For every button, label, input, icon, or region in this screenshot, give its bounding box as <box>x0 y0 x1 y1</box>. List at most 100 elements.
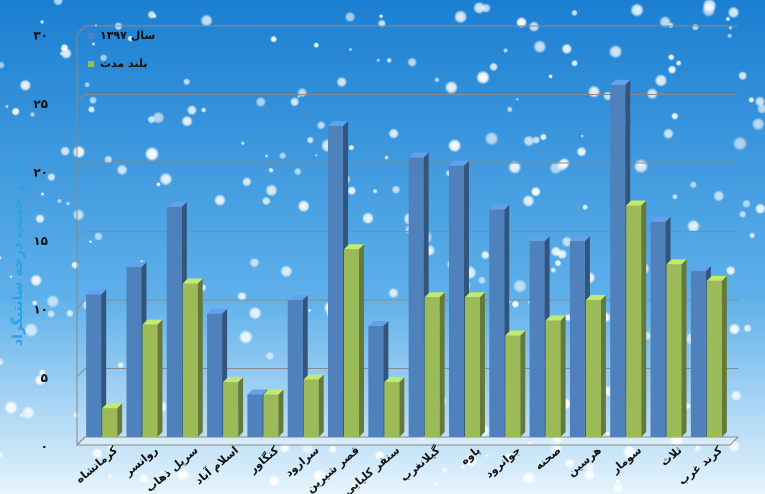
bar <box>569 241 585 437</box>
snowflake <box>477 276 487 285</box>
y-tick-label: ۱۵ <box>33 234 48 248</box>
bar-top <box>263 389 284 395</box>
bar <box>223 382 239 437</box>
snowflake <box>713 190 725 202</box>
grid-line-diag <box>76 231 86 240</box>
bar-top <box>529 236 550 242</box>
bar <box>344 249 360 437</box>
bar <box>263 394 279 437</box>
snowflake <box>434 77 440 83</box>
snowflake <box>186 104 198 116</box>
snowflake <box>561 236 573 248</box>
bar-top <box>182 278 203 284</box>
snowflake <box>5 104 9 109</box>
snowflake <box>200 107 207 113</box>
bar-top <box>610 79 631 85</box>
snowflake <box>249 257 260 268</box>
y-tick-label: ۰ <box>41 440 48 454</box>
snowflake <box>654 73 668 88</box>
snowflake <box>743 323 752 333</box>
bar-top <box>207 308 228 314</box>
y-axis-title: دما بر حسب درجه سانتیگراد <box>9 154 26 346</box>
snowflake <box>727 33 733 39</box>
bar-side <box>681 259 687 437</box>
grid-line-diag <box>76 299 86 309</box>
snowflake <box>241 176 252 187</box>
snowflake <box>727 6 740 19</box>
snowflake <box>633 158 649 174</box>
bar-side <box>101 289 107 437</box>
snowflake <box>159 172 173 186</box>
bar <box>424 297 440 437</box>
snowflake <box>378 14 384 19</box>
bar-top <box>223 377 244 383</box>
snowflake <box>646 87 659 100</box>
bar-top <box>464 292 485 298</box>
snowflake <box>72 145 86 159</box>
snowflake <box>297 87 308 98</box>
bar <box>287 300 303 437</box>
bar-top <box>666 259 687 265</box>
snowflake <box>693 444 702 453</box>
bar-top <box>626 200 647 206</box>
snowflake <box>156 182 161 187</box>
bar-top <box>489 204 510 210</box>
bar <box>368 326 384 437</box>
bar-side <box>238 377 244 437</box>
bar-top <box>166 201 187 207</box>
snowflake <box>72 208 85 221</box>
snowflake <box>689 181 698 189</box>
snowflake <box>264 154 269 158</box>
bar <box>247 394 263 437</box>
bar-top <box>424 292 445 298</box>
bar <box>610 84 626 437</box>
snowflake <box>34 374 46 386</box>
snowflake <box>237 291 247 302</box>
snowflake <box>615 478 621 484</box>
snowflake <box>348 144 355 151</box>
snowflake <box>728 323 741 335</box>
snowflake <box>582 204 589 211</box>
snowflake <box>433 482 438 486</box>
snowflake <box>515 97 519 101</box>
bar-side <box>439 292 445 437</box>
snowflake <box>31 300 38 306</box>
snowflake <box>662 128 675 140</box>
snowflake <box>280 265 293 278</box>
bar <box>182 283 198 437</box>
snowflake <box>350 482 360 491</box>
snowflake <box>268 167 274 173</box>
bar <box>448 165 464 438</box>
snowflake <box>38 368 47 377</box>
snowflake <box>444 80 459 95</box>
snowflake <box>667 65 677 75</box>
snowflake <box>23 322 39 338</box>
bar <box>585 300 601 437</box>
snowflake <box>46 294 60 309</box>
legend-label: سال ۱۳۹۷ <box>100 29 155 42</box>
snowflake <box>0 256 2 260</box>
snowflake <box>532 39 547 54</box>
snowflake <box>84 81 91 88</box>
snowflake <box>89 240 93 244</box>
snowflake <box>372 188 378 194</box>
snowflake <box>503 452 513 462</box>
snowflake <box>52 0 64 6</box>
snowflake <box>297 95 301 99</box>
snowflake <box>528 21 540 33</box>
snowflake <box>550 246 562 257</box>
snowflake <box>65 201 70 206</box>
snowflake <box>512 278 528 294</box>
snowflake <box>686 219 701 233</box>
snowflake <box>66 309 74 318</box>
bar-top <box>408 152 429 158</box>
snowflake <box>730 390 742 402</box>
snowflake <box>144 146 160 162</box>
bar-top <box>585 295 606 300</box>
snowflake <box>480 250 490 260</box>
snowflake <box>11 107 20 116</box>
legend-marker <box>88 61 94 67</box>
bar <box>86 294 102 437</box>
snowflake <box>587 85 601 99</box>
bar-side <box>278 389 284 437</box>
